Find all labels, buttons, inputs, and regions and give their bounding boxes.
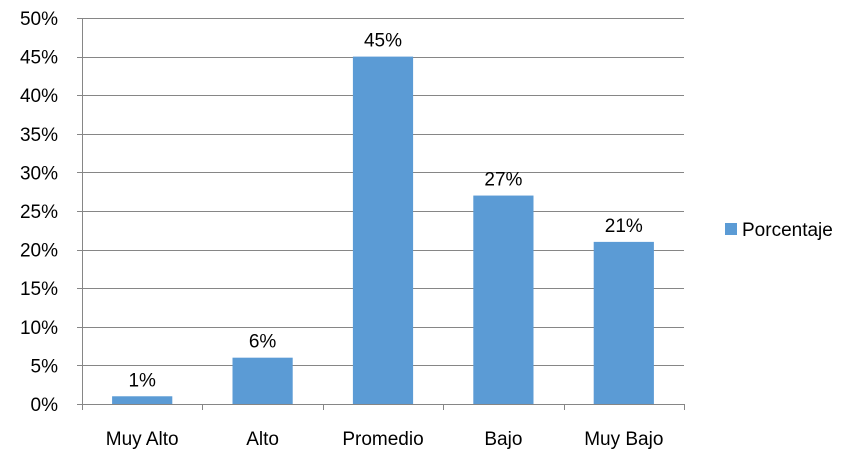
x-tick-label: Alto [246,429,279,450]
legend-label-porcentaje: Porcentaje [742,220,833,241]
data-label: 21% [605,216,643,237]
data-labels: 1% 6% 45% 27% 21% [128,31,642,392]
y-tick-label: 50% [20,9,58,30]
y-tick-label: 40% [20,86,58,107]
bar-muy-bajo [593,241,654,404]
data-label: 45% [364,31,402,52]
bars [112,56,654,404]
data-label: 6% [249,332,277,353]
legend-swatch-porcentaje [725,223,737,235]
y-tick-label: 10% [20,318,58,339]
y-tick-label: 35% [20,125,58,146]
bar-promedio [352,56,414,404]
x-tick-label: Muy Bajo [584,429,663,450]
y-tick-label: 15% [20,279,58,300]
bar-bajo [473,195,534,404]
y-axis-tick-labels: 0% 5% 10% 15% 20% 25% 30% 35% 40% 45% 50% [20,9,58,416]
y-tick-label: 0% [31,395,59,416]
legend: Porcentaje [725,220,833,241]
data-label: 27% [484,170,522,191]
y-tick-label: 25% [20,202,58,223]
x-tick-label: Muy Alto [106,429,179,450]
x-tick-label: Promedio [342,429,423,450]
x-tick-label: Bajo [484,429,522,450]
y-tick-label: 30% [20,163,58,184]
y-tick-label: 45% [20,48,58,69]
bar-muy-alto [112,396,173,404]
axes [77,18,685,410]
bar-alto [232,357,293,404]
data-label: 1% [128,370,156,391]
y-tick-label: 20% [20,241,58,262]
y-tick-label: 5% [31,356,59,377]
x-axis-tick-labels: Muy Alto Alto Promedio Bajo Muy Bajo [106,429,664,450]
